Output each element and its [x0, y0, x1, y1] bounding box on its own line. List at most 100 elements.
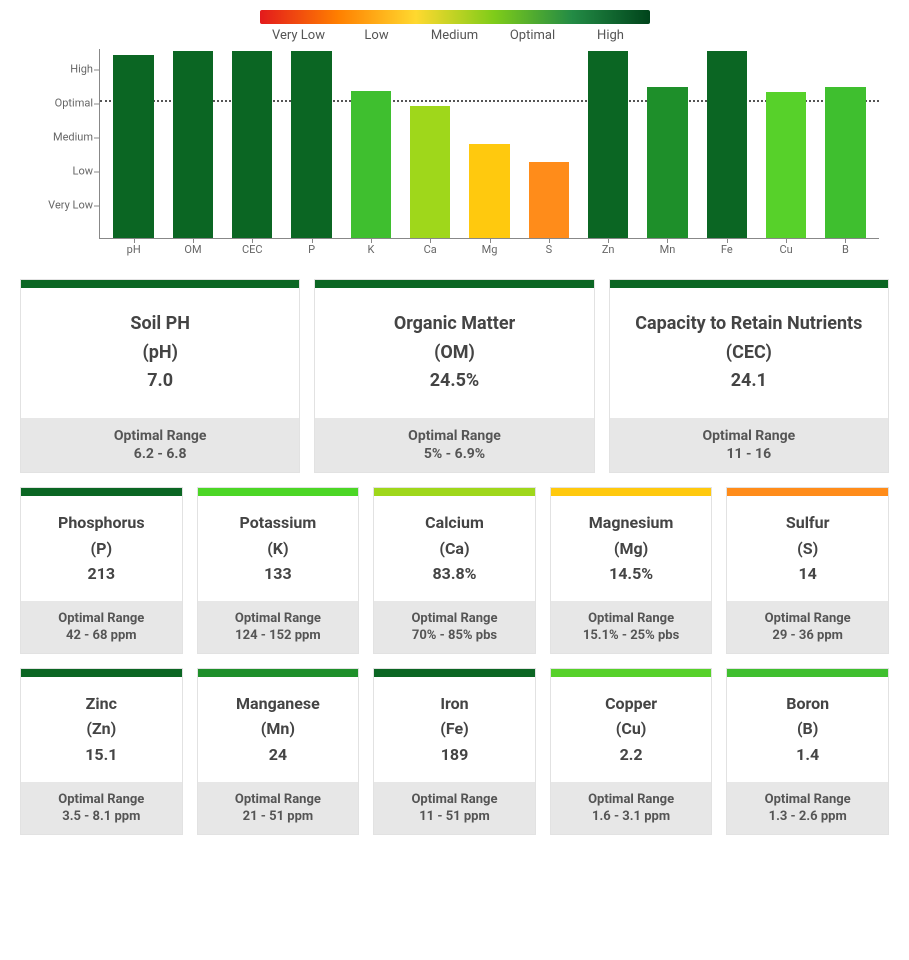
nutrient-value: 24: [269, 742, 287, 768]
card-body: Potassium(K)133: [198, 496, 359, 601]
card-body: Soil PH(pH)7.0: [21, 288, 299, 418]
range-value: 124 - 152 ppm: [204, 628, 353, 643]
nutrient-symbol: (Cu): [616, 716, 647, 742]
x-axis-tick: OM: [163, 243, 222, 256]
nutrient-card: Boron(B)1.4 Optimal Range 1.3 - 2.6 ppm: [726, 668, 889, 835]
bar-om: [173, 51, 213, 238]
card-stripe: [315, 280, 593, 288]
nutrient-symbol: (P): [91, 536, 113, 562]
legend-label: High: [572, 28, 650, 43]
nutrient-value: 15.1: [85, 742, 117, 768]
range-value: 29 - 36 ppm: [733, 628, 882, 643]
nutrient-name: Zinc: [86, 691, 117, 717]
card-footer: Optimal Range 1.3 - 2.6 ppm: [727, 782, 888, 834]
card-stripe: [727, 488, 888, 496]
bars-container: pHOMCECPKCaMgSZnMnFeCuB: [100, 49, 879, 238]
range-label: Optimal Range: [204, 611, 353, 626]
range-label: Optimal Range: [27, 428, 293, 444]
range-label: Optimal Range: [557, 792, 706, 807]
card-footer: Optimal Range3.5 - 8.1 ppm: [21, 782, 182, 834]
nutrient-symbol: (K): [267, 536, 288, 562]
bar-k: [351, 91, 391, 238]
nutrient-value: 213: [88, 561, 116, 587]
bar-slot: Mg: [460, 49, 519, 238]
range-value: 42 - 68 ppm: [27, 628, 176, 643]
card-footer: Optimal Range 124 - 152 ppm: [198, 601, 359, 653]
nutrient-card: Sulfur(S)14 Optimal Range29 - 36 ppm: [726, 487, 889, 654]
bar-p: [291, 51, 331, 238]
nutrient-value: 83.8%: [432, 561, 476, 587]
card-footer: Optimal Range1.6 - 3.1 ppm: [551, 782, 712, 834]
bar-s: [529, 162, 569, 238]
y-axis: Very LowLowMediumOptimalHigh: [30, 49, 100, 239]
nutrient-symbol: (CEC): [726, 339, 772, 368]
range-value: 21 - 51 ppm: [204, 809, 353, 824]
nutrient-value: 24.5%: [430, 367, 480, 396]
bar-slot: Cu: [756, 49, 815, 238]
card-stripe: [21, 669, 182, 677]
bar-slot: K: [341, 49, 400, 238]
card-stripe: [374, 669, 535, 677]
y-axis-tick: Medium: [53, 131, 93, 144]
bar-zn: [588, 51, 628, 238]
nutrient-name: Magnesium: [589, 510, 674, 536]
card-stripe: [551, 488, 712, 496]
card-body: Calcium(Ca)83.8%: [374, 496, 535, 601]
nutrient-card: Phosphorus(P)213Optimal Range42 - 68 ppm: [20, 487, 183, 654]
range-value: 6.2 - 6.8: [27, 446, 293, 462]
nutrient-name: Manganese: [236, 691, 320, 717]
nutrient-symbol: (Mg): [614, 536, 648, 562]
range-value: 1.3 - 2.6 ppm: [733, 809, 882, 824]
nutrient-name: Capacity to Retain Nutrients: [635, 310, 862, 339]
nutrient-card: Manganese(Mn)24Optimal Range21 - 51 ppm: [197, 668, 360, 835]
card-body: Magnesium(Mg)14.5%: [551, 496, 712, 601]
y-axis-tick: Optimal: [55, 97, 93, 110]
card-stripe: [610, 280, 888, 288]
card-footer: Optimal Range 6.2 - 6.8: [21, 418, 299, 472]
nutrient-symbol: (Fe): [440, 716, 468, 742]
card-footer: Optimal Range11 - 51 ppm: [374, 782, 535, 834]
range-value: 70% - 85% pbs: [380, 628, 529, 643]
range-value: 11 - 16: [616, 446, 882, 462]
x-axis-tick: Fe: [697, 243, 756, 256]
legend-labels: Very LowLowMediumOptimalHigh: [260, 24, 650, 43]
nutrient-card: Iron(Fe)189Optimal Range11 - 51 ppm: [373, 668, 536, 835]
nutrient-name: Sulfur: [786, 510, 830, 536]
nutrient-name: Potassium: [240, 510, 317, 536]
nutrient-symbol: (Zn): [86, 716, 116, 742]
card-row-primary: Soil PH(pH)7.0Optimal Range6.2 - 6.8Orga…: [20, 279, 889, 473]
nutrient-symbol: (S): [797, 536, 818, 562]
x-axis-tick: pH: [104, 243, 163, 256]
range-value: 15.1% - 25% pbs: [557, 628, 706, 643]
legend: Very LowLowMediumOptimalHigh: [20, 10, 889, 43]
range-label: Optimal Range: [557, 611, 706, 626]
range-label: Optimal Range: [733, 792, 882, 807]
card-footer: Optimal Range11 - 16: [610, 418, 888, 472]
nutrient-value: 14: [798, 561, 816, 587]
card-stripe: [21, 280, 299, 288]
card-body: Boron(B)1.4: [727, 677, 888, 782]
y-axis-tick: Very Low: [48, 199, 93, 212]
legend-label: Optimal: [494, 28, 572, 43]
nutrient-card: Calcium(Ca)83.8% Optimal Range 70% - 85% p…: [373, 487, 536, 654]
card-body: Iron(Fe)189: [374, 677, 535, 782]
chart-plot-area: pHOMCECPKCaMgSZnMnFeCuB: [100, 49, 879, 239]
nutrient-name: Iron: [440, 691, 468, 717]
card-footer: Optimal Range 15.1% - 25% pbs: [551, 601, 712, 653]
range-value: 5% - 6.9%: [321, 446, 587, 462]
card-stripe: [551, 669, 712, 677]
bar-slot: B: [816, 49, 875, 238]
range-label: Optimal Range: [380, 611, 529, 626]
nutrient-value: 133: [264, 561, 292, 587]
bar-slot: Mn: [638, 49, 697, 238]
card-body: Phosphorus(P)213: [21, 496, 182, 601]
nutrient-card: Copper(Cu)2.2Optimal Range1.6 - 3.1 ppm: [550, 668, 713, 835]
card-stripe: [727, 669, 888, 677]
bar-mn: [647, 87, 687, 238]
nutrient-value: 24.1: [731, 367, 767, 396]
card-footer: Optimal Range29 - 36 ppm: [727, 601, 888, 653]
nutrient-value: 14.5%: [609, 561, 653, 587]
range-value: 3.5 - 8.1 ppm: [27, 809, 176, 824]
nutrient-card: Zinc(Zn)15.1 Optimal Range3.5 - 8.1 ppm: [20, 668, 183, 835]
x-axis-tick: B: [816, 243, 875, 256]
